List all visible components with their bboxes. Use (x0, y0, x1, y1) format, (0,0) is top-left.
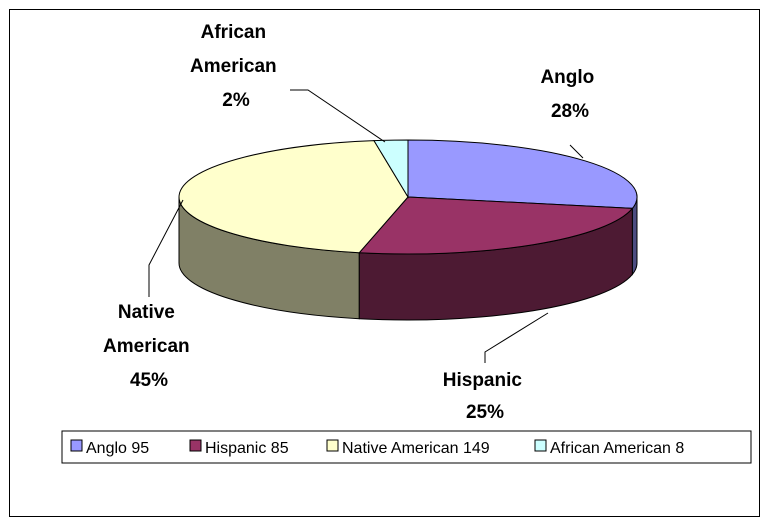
leader-african-american (290, 89, 386, 143)
legend-swatch-hispanic (189, 439, 202, 452)
legend-swatch-anglo (70, 439, 83, 452)
slice-anglo (407, 139, 638, 209)
legend-label-anglo: Anglo 95 (86, 440, 149, 457)
pie-tops (178, 139, 638, 255)
leader-lines (148, 89, 584, 363)
legend-label-hispanic: Hispanic 85 (205, 440, 289, 457)
label-native-american: Native American 45% (103, 302, 195, 391)
legend-label-native-american: Native American 149 (342, 440, 490, 457)
label-african-american: African American 2% (190, 22, 282, 111)
slice-hispanic (358, 196, 634, 255)
label-anglo: Anglo 28% (540, 67, 599, 122)
leader-anglo (569, 144, 584, 159)
legend-swatch-african-american (534, 439, 547, 452)
leader-hispanic (484, 312, 549, 363)
slice-african-american (373, 139, 409, 199)
slice-native-american (178, 140, 409, 254)
label-hispanic: Hispanic 25% (443, 370, 527, 423)
legend-label-african-american: African American 8 (550, 440, 684, 457)
legend-swatch-native-american (326, 439, 339, 452)
slice-side-anglo (631, 196, 638, 276)
leader-native-american (148, 199, 184, 297)
legend: Anglo 95 Hispanic 85 Native American 149… (61, 430, 752, 464)
